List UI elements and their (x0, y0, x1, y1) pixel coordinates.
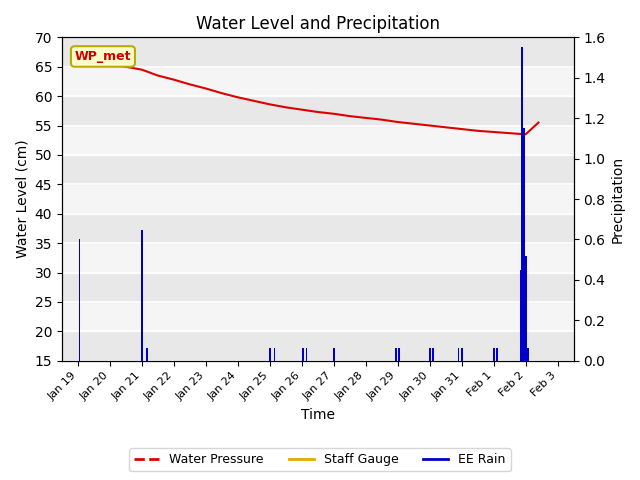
Bar (333, 348, 335, 360)
Bar (432, 348, 434, 360)
Y-axis label: Water Level (cm): Water Level (cm) (15, 140, 29, 258)
Water Pressure (234, 95, 242, 100)
Bar (62, 184, 573, 214)
Bar (146, 348, 148, 360)
Water Pressure (528, 126, 536, 132)
Water Pressure (202, 85, 210, 91)
Water Pressure (218, 90, 226, 96)
Bar (496, 348, 498, 360)
Water Pressure (138, 67, 146, 72)
Water Pressure (442, 124, 449, 130)
Water Pressure (426, 123, 433, 129)
Bar (62, 331, 573, 360)
Water Pressure (122, 64, 130, 70)
Water Pressure (362, 115, 369, 121)
Bar (269, 348, 271, 360)
Bar (62, 67, 573, 96)
Bar (461, 348, 463, 360)
Bar (493, 348, 495, 360)
Water Pressure (90, 59, 98, 64)
Water Pressure (346, 113, 353, 119)
Water Pressure (394, 119, 401, 125)
Water Pressure (314, 109, 321, 115)
Text: WP_met: WP_met (75, 50, 131, 63)
Bar (520, 270, 522, 360)
Water Pressure (74, 57, 82, 62)
Bar (521, 48, 523, 360)
Water Pressure (186, 82, 194, 87)
Water Pressure (522, 132, 529, 137)
Line: Water Pressure: Water Pressure (78, 60, 538, 134)
Bar (274, 348, 275, 360)
Bar (62, 96, 573, 126)
Water Pressure (410, 121, 417, 127)
Water Pressure (490, 129, 497, 135)
Bar (62, 126, 573, 155)
Bar (524, 128, 525, 360)
Water Pressure (506, 130, 513, 136)
Bar (525, 256, 527, 360)
Bar (62, 214, 573, 243)
Water Pressure (170, 77, 178, 83)
Bar (306, 348, 307, 360)
Bar (62, 155, 573, 184)
Bar (396, 348, 397, 360)
Title: Water Level and Precipitation: Water Level and Precipitation (196, 15, 440, 33)
Water Pressure (298, 107, 305, 112)
Bar (62, 37, 573, 67)
Bar (141, 230, 143, 360)
Water Pressure (458, 126, 465, 132)
Bar (62, 243, 573, 273)
Bar (522, 168, 524, 360)
Water Pressure (378, 117, 385, 122)
Y-axis label: Precipitation: Precipitation (611, 156, 625, 242)
Bar (399, 348, 400, 360)
Bar (527, 348, 529, 360)
Water Pressure (106, 61, 114, 67)
Bar (303, 348, 304, 360)
Bar (62, 302, 573, 331)
Water Pressure (330, 111, 337, 117)
Bar (62, 273, 573, 302)
Water Pressure (266, 101, 274, 107)
Water Pressure (154, 72, 162, 78)
Bar (429, 348, 431, 360)
Water Pressure (474, 128, 481, 134)
Bar (458, 348, 460, 360)
Legend: Water Pressure, Staff Gauge, EE Rain: Water Pressure, Staff Gauge, EE Rain (129, 448, 511, 471)
Bar (526, 348, 528, 360)
Water Pressure (282, 105, 290, 110)
Bar (79, 240, 81, 360)
Water Pressure (534, 120, 542, 125)
Water Pressure (250, 98, 258, 104)
X-axis label: Time: Time (301, 408, 335, 422)
